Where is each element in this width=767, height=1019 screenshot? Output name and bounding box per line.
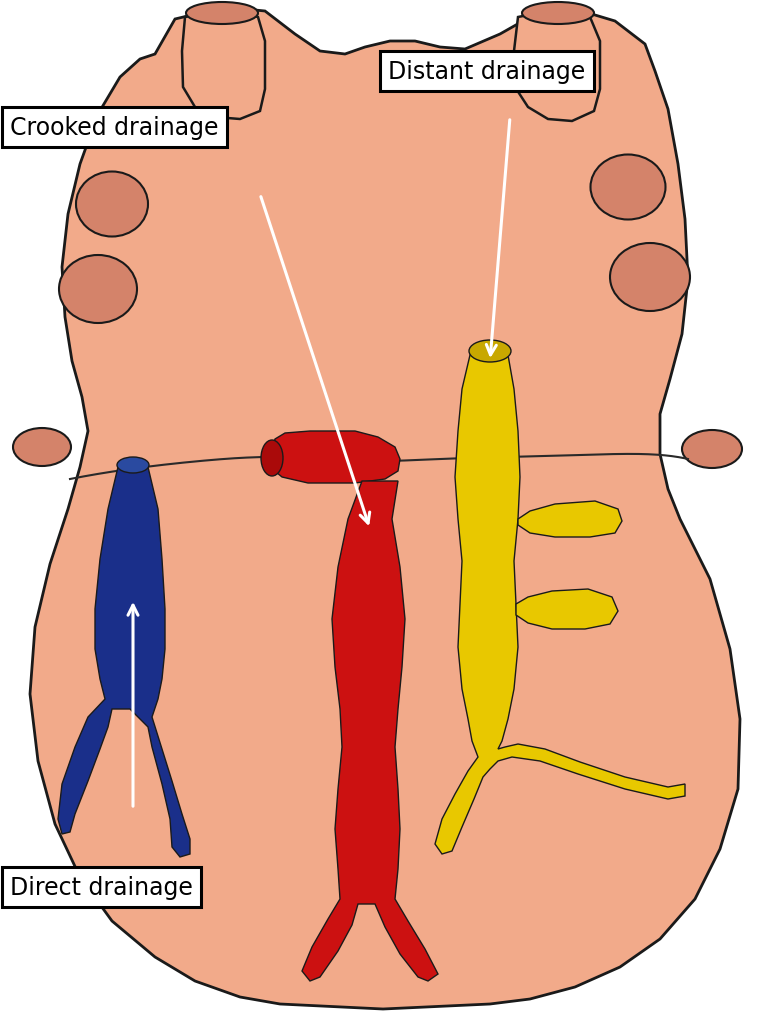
Polygon shape [435, 356, 685, 854]
Polygon shape [514, 10, 600, 122]
Ellipse shape [522, 3, 594, 25]
Text: Distant drainage: Distant drainage [388, 60, 585, 84]
Text: Direct drainage: Direct drainage [10, 875, 193, 899]
Ellipse shape [591, 155, 666, 220]
Polygon shape [302, 482, 438, 981]
Ellipse shape [682, 431, 742, 469]
Ellipse shape [469, 340, 511, 363]
Ellipse shape [117, 458, 149, 474]
Polygon shape [30, 8, 740, 1009]
Ellipse shape [261, 440, 283, 477]
Text: Crooked drainage: Crooked drainage [10, 116, 219, 140]
Ellipse shape [13, 429, 71, 467]
Polygon shape [182, 10, 265, 120]
Ellipse shape [76, 172, 148, 237]
Ellipse shape [59, 256, 137, 324]
Polygon shape [516, 589, 618, 630]
Polygon shape [518, 501, 622, 537]
Ellipse shape [186, 3, 258, 25]
Polygon shape [58, 468, 190, 857]
Polygon shape [270, 432, 400, 484]
Ellipse shape [610, 244, 690, 312]
